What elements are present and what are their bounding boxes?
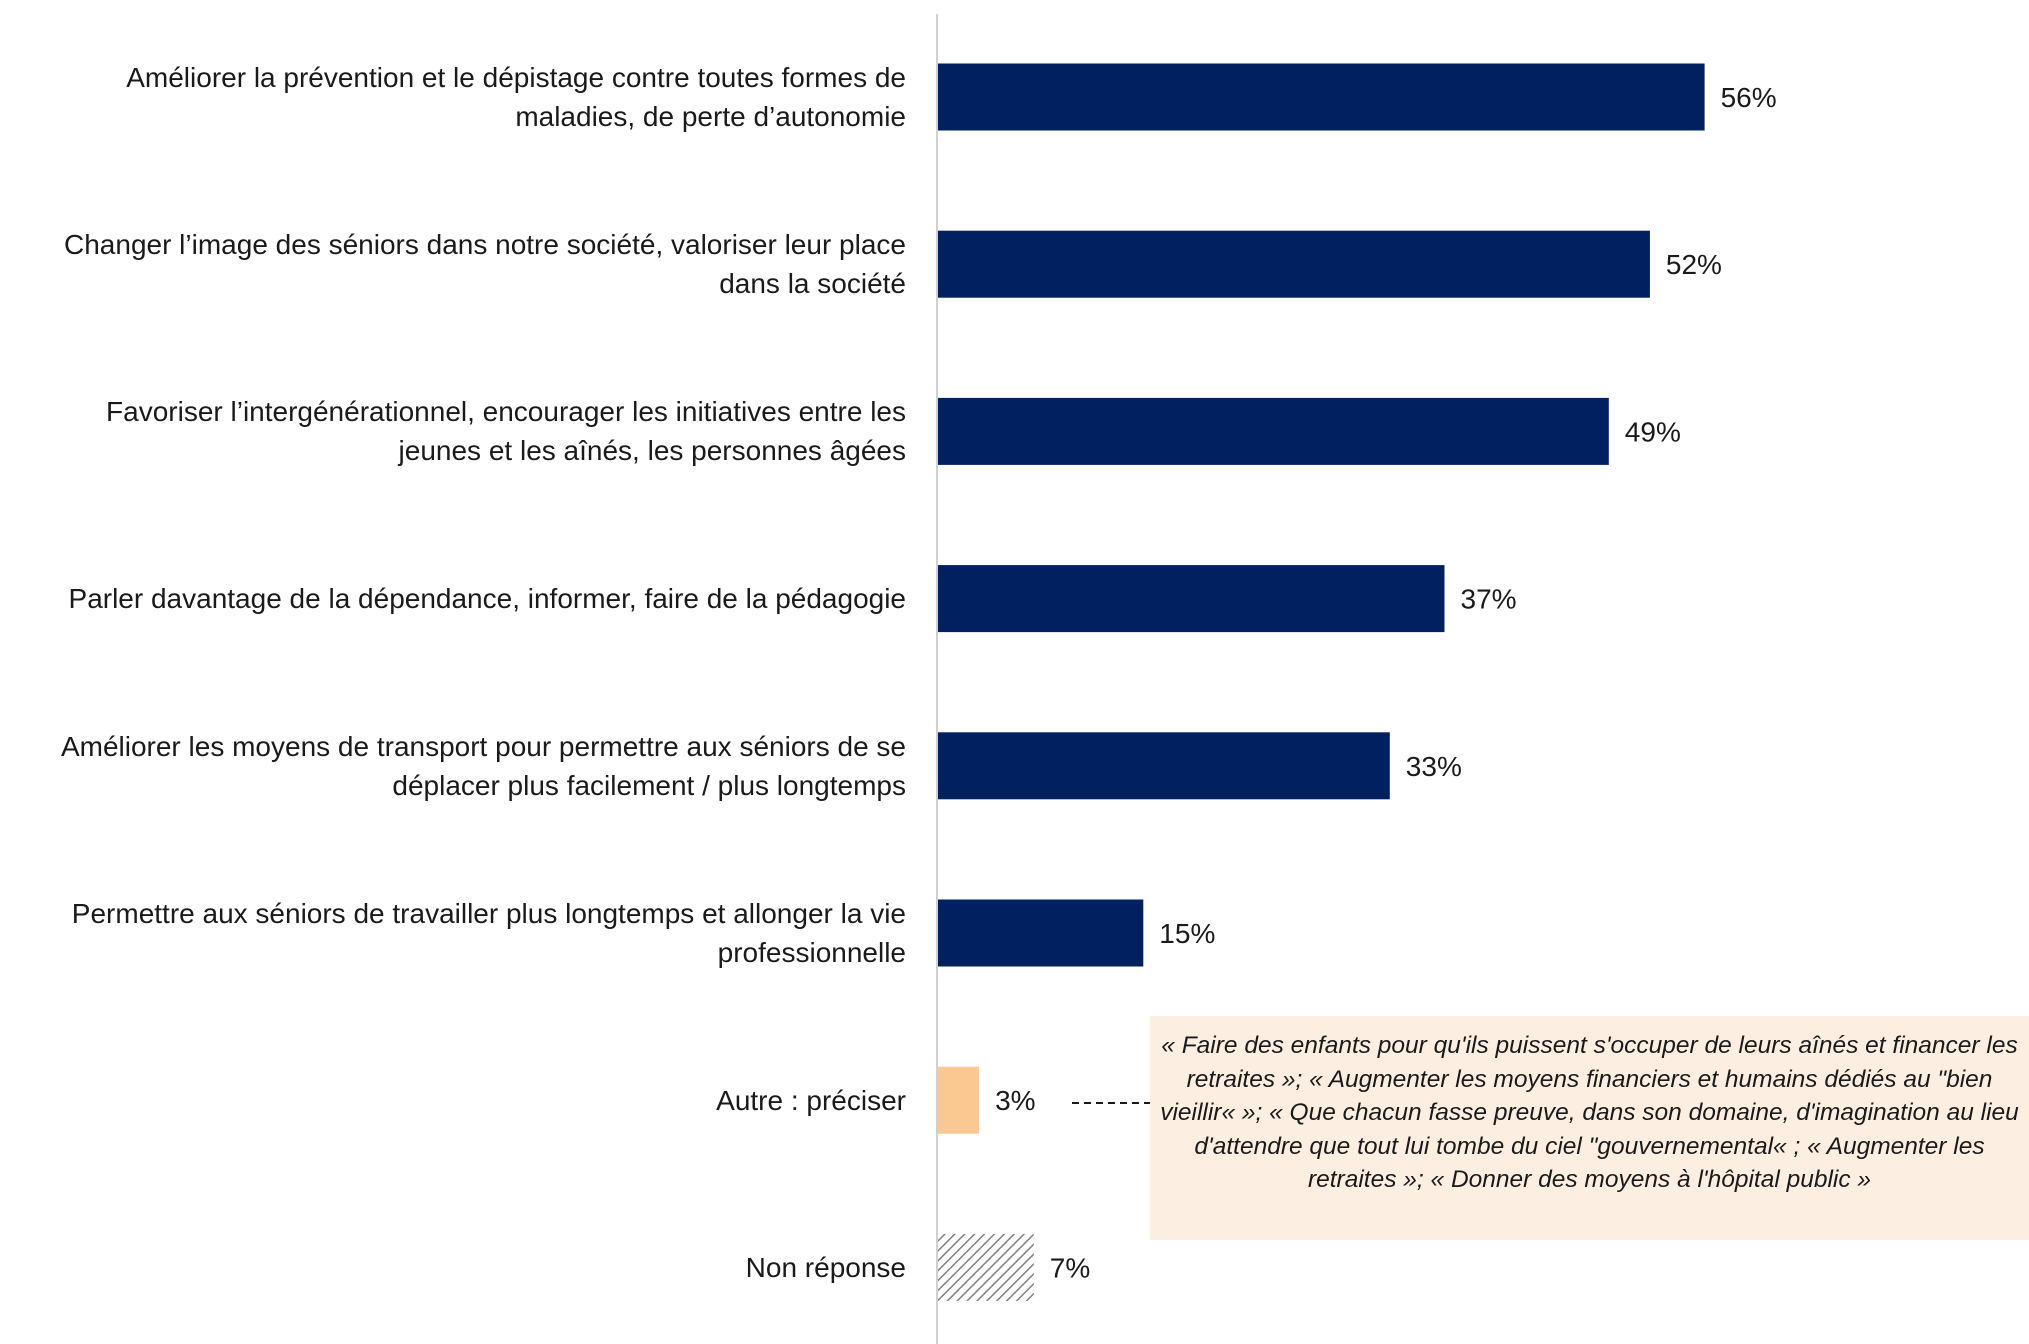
bar-value-label-6: 3%: [995, 1085, 1035, 1116]
category-label-1: Changer l’image des séniors dans notre s…: [64, 229, 906, 300]
bar-0: [938, 63, 1705, 131]
bar-1: [938, 230, 1650, 298]
category-label-6: Autre : préciser: [716, 1084, 906, 1116]
bar-value-label-4: 33%: [1406, 751, 1462, 782]
bar-value-label-7: 7%: [1050, 1252, 1090, 1283]
bar-7: [938, 1233, 1034, 1301]
autre-quotes-callout: « Faire des enfants pour qu'ils puissent…: [1150, 1016, 2029, 1240]
category-label-5: Permettre aux séniors de travailler plus…: [71, 898, 906, 968]
bar-3: [938, 565, 1445, 633]
bar-5: [938, 899, 1144, 967]
category-label-4: Améliorer les moyens de transport pour p…: [60, 730, 906, 801]
category-label-2: Favoriser l’intergénérationnel, encourag…: [106, 396, 906, 467]
bar-4: [938, 732, 1390, 800]
bar-value-label-2: 49%: [1625, 416, 1681, 447]
bar-2: [938, 397, 1609, 465]
bar-6: [938, 1066, 980, 1134]
category-label-3: Parler davantage de la dépendance, infor…: [68, 583, 906, 615]
bar-value-label-1: 52%: [1666, 249, 1722, 280]
bar-value-label-0: 56%: [1721, 82, 1777, 113]
bar-value-label-5: 15%: [1159, 918, 1215, 949]
category-label-7: Non réponse: [745, 1251, 906, 1283]
category-label-0: Améliorer la prévention et le dépistage …: [126, 62, 906, 132]
bar-value-label-3: 37%: [1461, 584, 1517, 615]
